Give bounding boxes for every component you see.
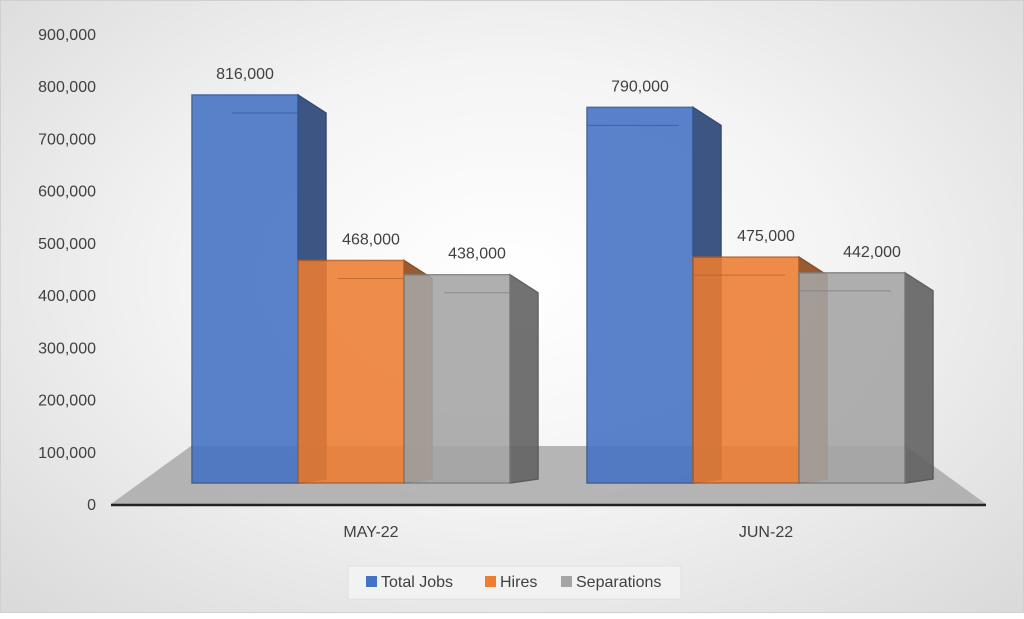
bar-side-separations [509,273,539,484]
legend [347,565,682,600]
y-tick-label: 800,000 [38,79,96,96]
legend-swatch-separations [561,576,572,587]
legend-label: Separations [576,574,661,591]
y-tick-label: 600,000 [38,184,96,201]
bar-hires [692,256,800,484]
y-tick-label: 100,000 [38,445,96,462]
y-tick-label: 500,000 [38,236,96,253]
bar-total-jobs [586,106,694,484]
y-tick-label: 200,000 [38,393,96,410]
data-label: 790,000 [611,78,669,95]
y-tick-label: 300,000 [38,340,96,357]
bar-side-separations [904,271,934,484]
x-tick-label: MAY-22 [343,524,398,541]
bar-total-jobs [191,94,299,484]
bar-hires [297,259,405,484]
y-tick-label: 700,000 [38,131,96,148]
y-tick-label: 0 [87,497,96,514]
legend-label: Total Jobs [381,574,453,591]
legend-swatch-total-jobs [366,576,377,587]
y-tick-label: 900,000 [38,27,96,44]
data-label: 468,000 [342,231,400,248]
x-tick-label: JUN-22 [739,524,793,541]
bar-separations [798,272,906,484]
bar-separations [403,273,511,484]
data-label: 475,000 [737,228,795,245]
data-label: 442,000 [843,244,901,261]
legend-swatch-hires [485,576,496,587]
data-label: 438,000 [448,246,506,263]
y-tick-label: 400,000 [38,288,96,305]
data-label: 816,000 [216,66,274,83]
legend-label: Hires [500,574,537,591]
